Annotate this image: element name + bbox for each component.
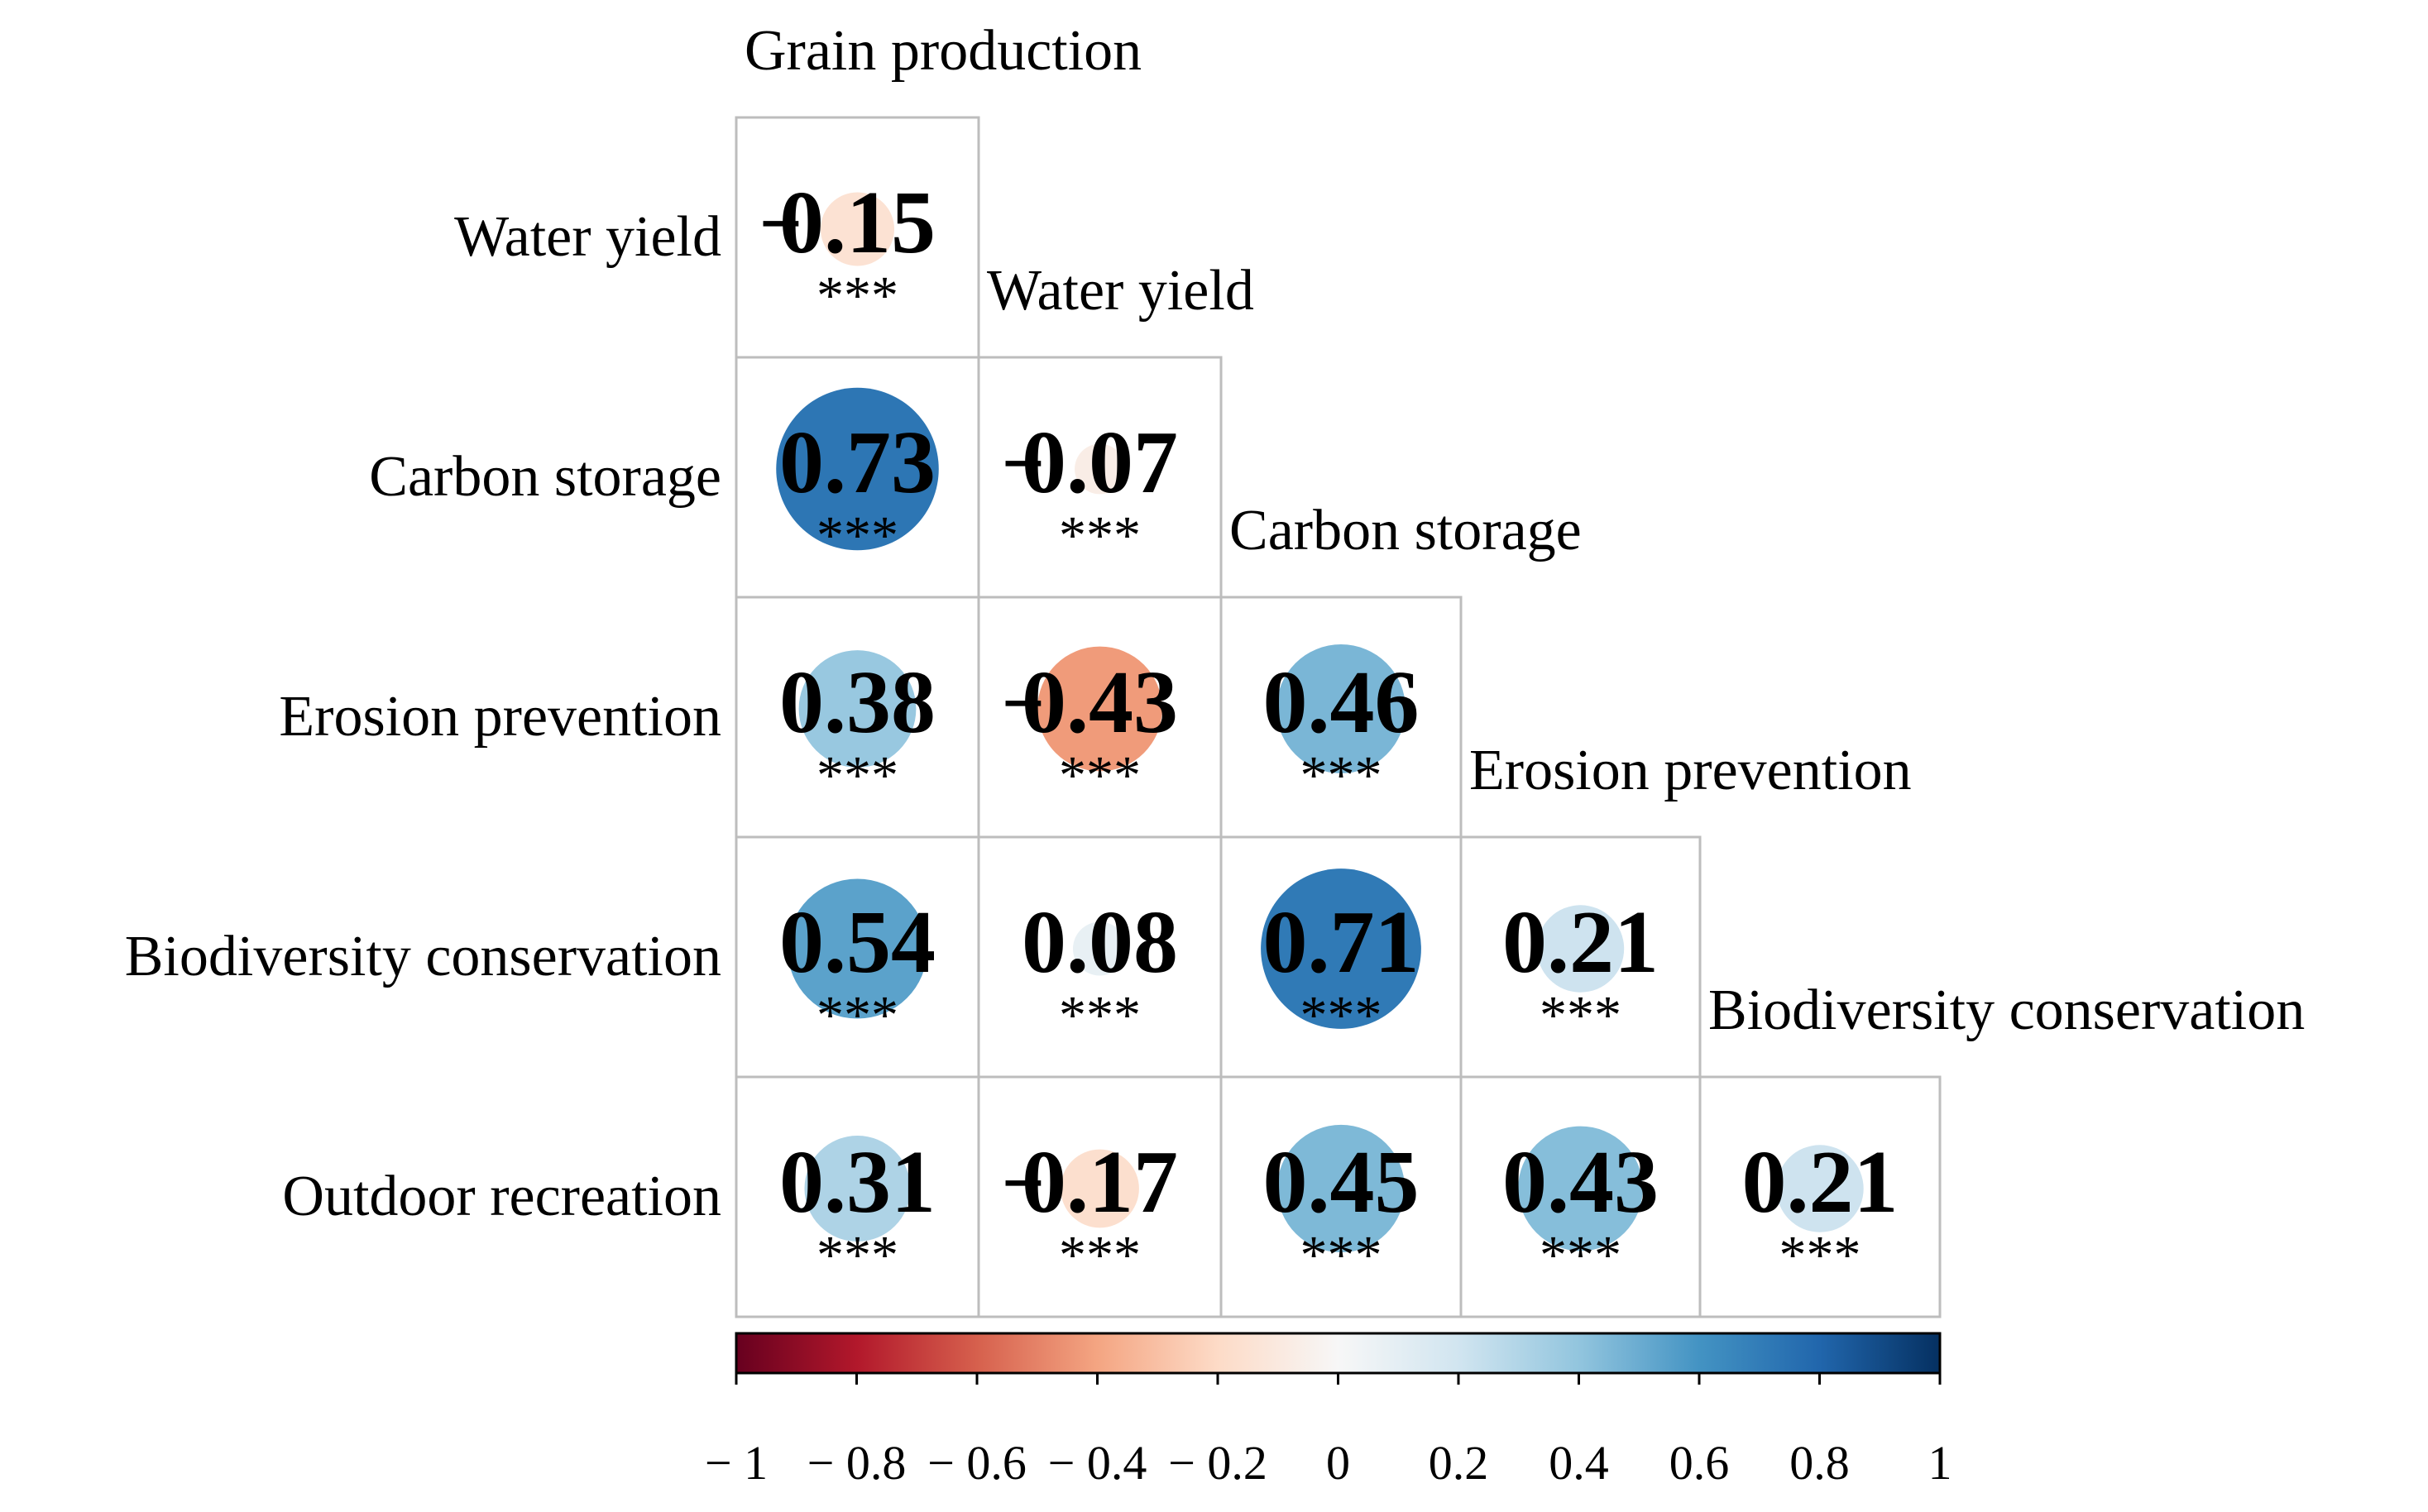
correlation-value: 0.17	[1022, 1133, 1178, 1232]
grid-cell	[1698, 1075, 1942, 1318]
significance-stars: ***	[817, 745, 898, 806]
row-label: Erosion prevention	[279, 685, 721, 749]
colorbar-tick-label: 0.6	[1669, 1436, 1730, 1490]
correlation-value: 0.08	[1022, 893, 1178, 992]
correlation-circle	[787, 878, 928, 1019]
correlation-value: 0.07	[1022, 414, 1178, 512]
negative-sign: −	[1002, 1141, 1045, 1225]
column-label: Carbon storage	[1229, 499, 1582, 562]
significance-stars: ***	[817, 505, 898, 566]
negative-sign: −	[1002, 661, 1045, 745]
correlation-value: 0.43	[1022, 653, 1178, 752]
row-label: Outdoor recreation	[282, 1165, 721, 1228]
colorbar-tick-label: − 0.2	[1168, 1436, 1267, 1490]
circle-layer	[776, 192, 1864, 1253]
correlation-value: 0.21	[1742, 1133, 1899, 1232]
column-label: Biodiversity conservation	[1708, 978, 2305, 1042]
colorbar-tick-label: − 1	[705, 1436, 768, 1490]
significance-stars: ***	[1300, 1225, 1382, 1285]
column-label: Grain production	[745, 19, 1142, 83]
colorbar-tick-label: 0	[1326, 1436, 1350, 1490]
correlation-value: 0.71	[1263, 893, 1420, 992]
correlation-value: 0.45	[1263, 1133, 1420, 1232]
label-layer: Water yield Carbon storage Erosion prevent…	[125, 19, 2306, 1228]
correlation-circle	[798, 650, 917, 768]
colorbar-tick-label: − 0.8	[807, 1436, 907, 1490]
correlation-value: 0.54	[779, 893, 936, 992]
correlation-value: 0.46	[1263, 653, 1420, 752]
significance-stars: ***	[817, 266, 898, 326]
colorbar: − 1 − 0.8 − 0.6 − 0.4 − 0.2 0 0.2 0.4 0.6 0.8 1	[705, 1332, 1952, 1490]
colorbar-tick-label: − 0.6	[927, 1436, 1027, 1490]
correlation-value: 0.38	[779, 653, 936, 752]
correlation-circle	[1276, 1124, 1406, 1253]
correlation-value: 0.43	[1502, 1133, 1659, 1232]
colorbar-tick-label: 0.8	[1789, 1436, 1850, 1490]
significance-stars: ***	[1059, 1225, 1141, 1285]
correlation-circle	[1518, 1126, 1643, 1251]
negative-sign: −	[759, 181, 802, 266]
correlation-circle	[1075, 443, 1125, 495]
significance-stars: ***	[1540, 1225, 1621, 1285]
column-label: Erosion prevention	[1469, 739, 1912, 802]
row-label: Water yield	[454, 205, 721, 269]
significance-stars: ***	[1300, 985, 1382, 1045]
significance-stars: ***	[1059, 505, 1141, 566]
correlation-value: 0.15	[779, 174, 936, 272]
correlation-value: 0.31	[779, 1133, 936, 1232]
colorbar-tick-label: 1	[1928, 1436, 1952, 1490]
correlation-circle	[804, 1135, 911, 1242]
correlation-circle	[1536, 905, 1625, 993]
negative-sign: −	[1002, 421, 1045, 505]
correlation-circle	[1276, 644, 1406, 773]
correlation-circle	[820, 192, 895, 266]
row-label: Biodiversity conservation	[125, 925, 721, 988]
colorbar-tick-label: 0.2	[1429, 1436, 1489, 1490]
correlation-circle	[1061, 1149, 1139, 1228]
correlation-circle	[776, 387, 939, 551]
colorbar-tick-label: 0.4	[1549, 1436, 1609, 1490]
significance-stars: ***	[1779, 1225, 1861, 1285]
correlation-circle	[1072, 921, 1128, 976]
correlation-value: 0.73	[779, 414, 936, 512]
text-layer: 0.15−***0.73***0.07−***0.38***0.43−***0.…	[759, 174, 1899, 1285]
correlation-circle	[1037, 646, 1162, 772]
significance-stars: ***	[1540, 985, 1621, 1045]
significance-stars: ***	[1300, 745, 1382, 806]
significance-stars: ***	[1059, 745, 1141, 806]
significance-stars: ***	[1059, 985, 1141, 1045]
grid-layer	[735, 116, 1942, 1318]
colorbar-tick-label: − 0.4	[1048, 1436, 1147, 1490]
column-label: Water yield	[987, 259, 1254, 323]
correlation-circle	[1776, 1145, 1864, 1232]
significance-stars: ***	[817, 1225, 898, 1285]
correlation-circle	[1261, 868, 1421, 1029]
colorbar-gradient	[735, 1332, 1942, 1375]
correlation-value: 0.21	[1502, 893, 1659, 992]
row-label: Carbon storage	[369, 445, 721, 509]
significance-stars: ***	[817, 985, 898, 1045]
